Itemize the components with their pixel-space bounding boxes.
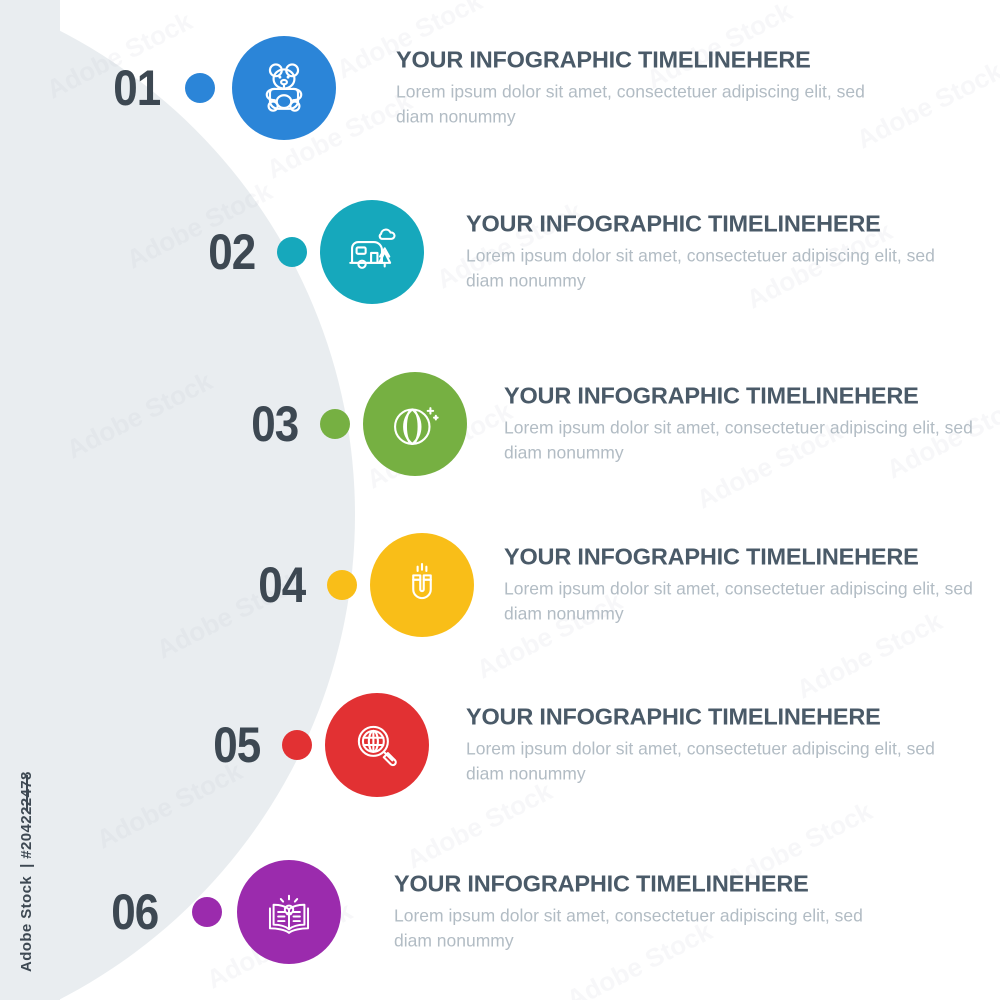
step-number: 01 [113, 60, 161, 116]
background-left-panel [0, 0, 60, 1000]
teddy-bear-icon [232, 36, 336, 140]
watermark-divider [26, 775, 28, 811]
step-connector-dot [277, 237, 307, 267]
step-connector-dot [327, 570, 357, 600]
step-body: Lorem ipsum dolor sit amet, consectetuer… [466, 738, 935, 784]
timeline-step-02[interactable]: 02 YOUR INFOGRAPHIC TIMELINEH [0, 192, 1000, 312]
step-text-block: YOUR INFOGRAPHIC TIMELINEHERE Lorem ipsu… [466, 211, 946, 294]
step-number: 02 [208, 224, 256, 280]
timeline-step-04[interactable]: 04 YOUR INFOGRAPHIC TIMELINEHERE Lorem i… [0, 525, 1000, 645]
step-number: 05 [213, 717, 261, 773]
step-icon-bubble[interactable] [320, 200, 424, 304]
step-number: 04 [258, 557, 306, 613]
step-text-block: YOUR INFOGRAPHIC TIMELINEHERE Lorem ipsu… [396, 47, 876, 130]
step-text-block: YOUR INFOGRAPHIC TIMELINEHERE Lorem ipsu… [466, 704, 946, 787]
step-body: Lorem ipsum dolor sit amet, consectetuer… [504, 578, 973, 624]
magnet-icon [370, 533, 474, 637]
step-title: YOUR INFOGRAPHIC TIMELINEHERE [466, 210, 881, 237]
book-idea-icon [237, 860, 341, 964]
step-icon-bubble[interactable] [325, 693, 429, 797]
step-connector-dot [192, 897, 222, 927]
step-body: Lorem ipsum dolor sit amet, consectetuer… [466, 245, 935, 291]
step-title: YOUR INFOGRAPHIC TIMELINEHERE [396, 46, 811, 73]
step-body: Lorem ipsum dolor sit amet, consectetuer… [504, 417, 973, 463]
step-connector-dot [282, 730, 312, 760]
step-text-block: YOUR INFOGRAPHIC TIMELINEHERE Lorem ipsu… [504, 544, 984, 627]
timeline-step-05[interactable]: 05 YOUR INFOGRAPHIC TIMELINEHERE Lorem i… [0, 685, 1000, 805]
step-icon-bubble[interactable] [237, 860, 341, 964]
step-title: YOUR INFOGRAPHIC TIMELINEHERE [504, 543, 919, 570]
timeline-step-06[interactable]: 06 YOUR INFOGRAPHIC TIMELINEHERE L [0, 852, 1000, 972]
step-text-block: YOUR INFOGRAPHIC TIMELINEHERE Lorem ipsu… [504, 383, 984, 466]
step-text-block: YOUR INFOGRAPHIC TIMELINEHERE Lorem ipsu… [394, 871, 874, 954]
watermark-sidebar: Adobe Stock | #204222478 [0, 0, 52, 1000]
camper-trailer-icon [320, 200, 424, 304]
beach-ball-icon [363, 372, 467, 476]
bubble-circle [370, 533, 474, 637]
globe-search-icon [325, 693, 429, 797]
step-title: YOUR INFOGRAPHIC TIMELINEHERE [394, 870, 809, 897]
step-icon-bubble[interactable] [370, 533, 474, 637]
step-connector-dot [320, 409, 350, 439]
step-title: YOUR INFOGRAPHIC TIMELINEHERE [504, 382, 919, 409]
step-number: 06 [111, 884, 159, 940]
watermark-label: Adobe Stock | #204222478 [0, 0, 52, 1000]
timeline-step-01[interactable]: 01 [0, 28, 1000, 148]
step-title: YOUR INFOGRAPHIC TIMELINEHERE [466, 703, 881, 730]
step-connector-dot [185, 73, 215, 103]
step-body: Lorem ipsum dolor sit amet, consectetuer… [394, 905, 863, 951]
step-number: 03 [251, 396, 299, 452]
step-body: Lorem ipsum dolor sit amet, consectetuer… [396, 81, 865, 127]
bubble-circle [363, 372, 467, 476]
timeline-step-03[interactable]: 03 YOUR INFOGRAPHIC TIMELINEHERE Lorem i… [0, 364, 1000, 484]
step-icon-bubble[interactable] [363, 372, 467, 476]
step-icon-bubble[interactable] [232, 36, 336, 140]
